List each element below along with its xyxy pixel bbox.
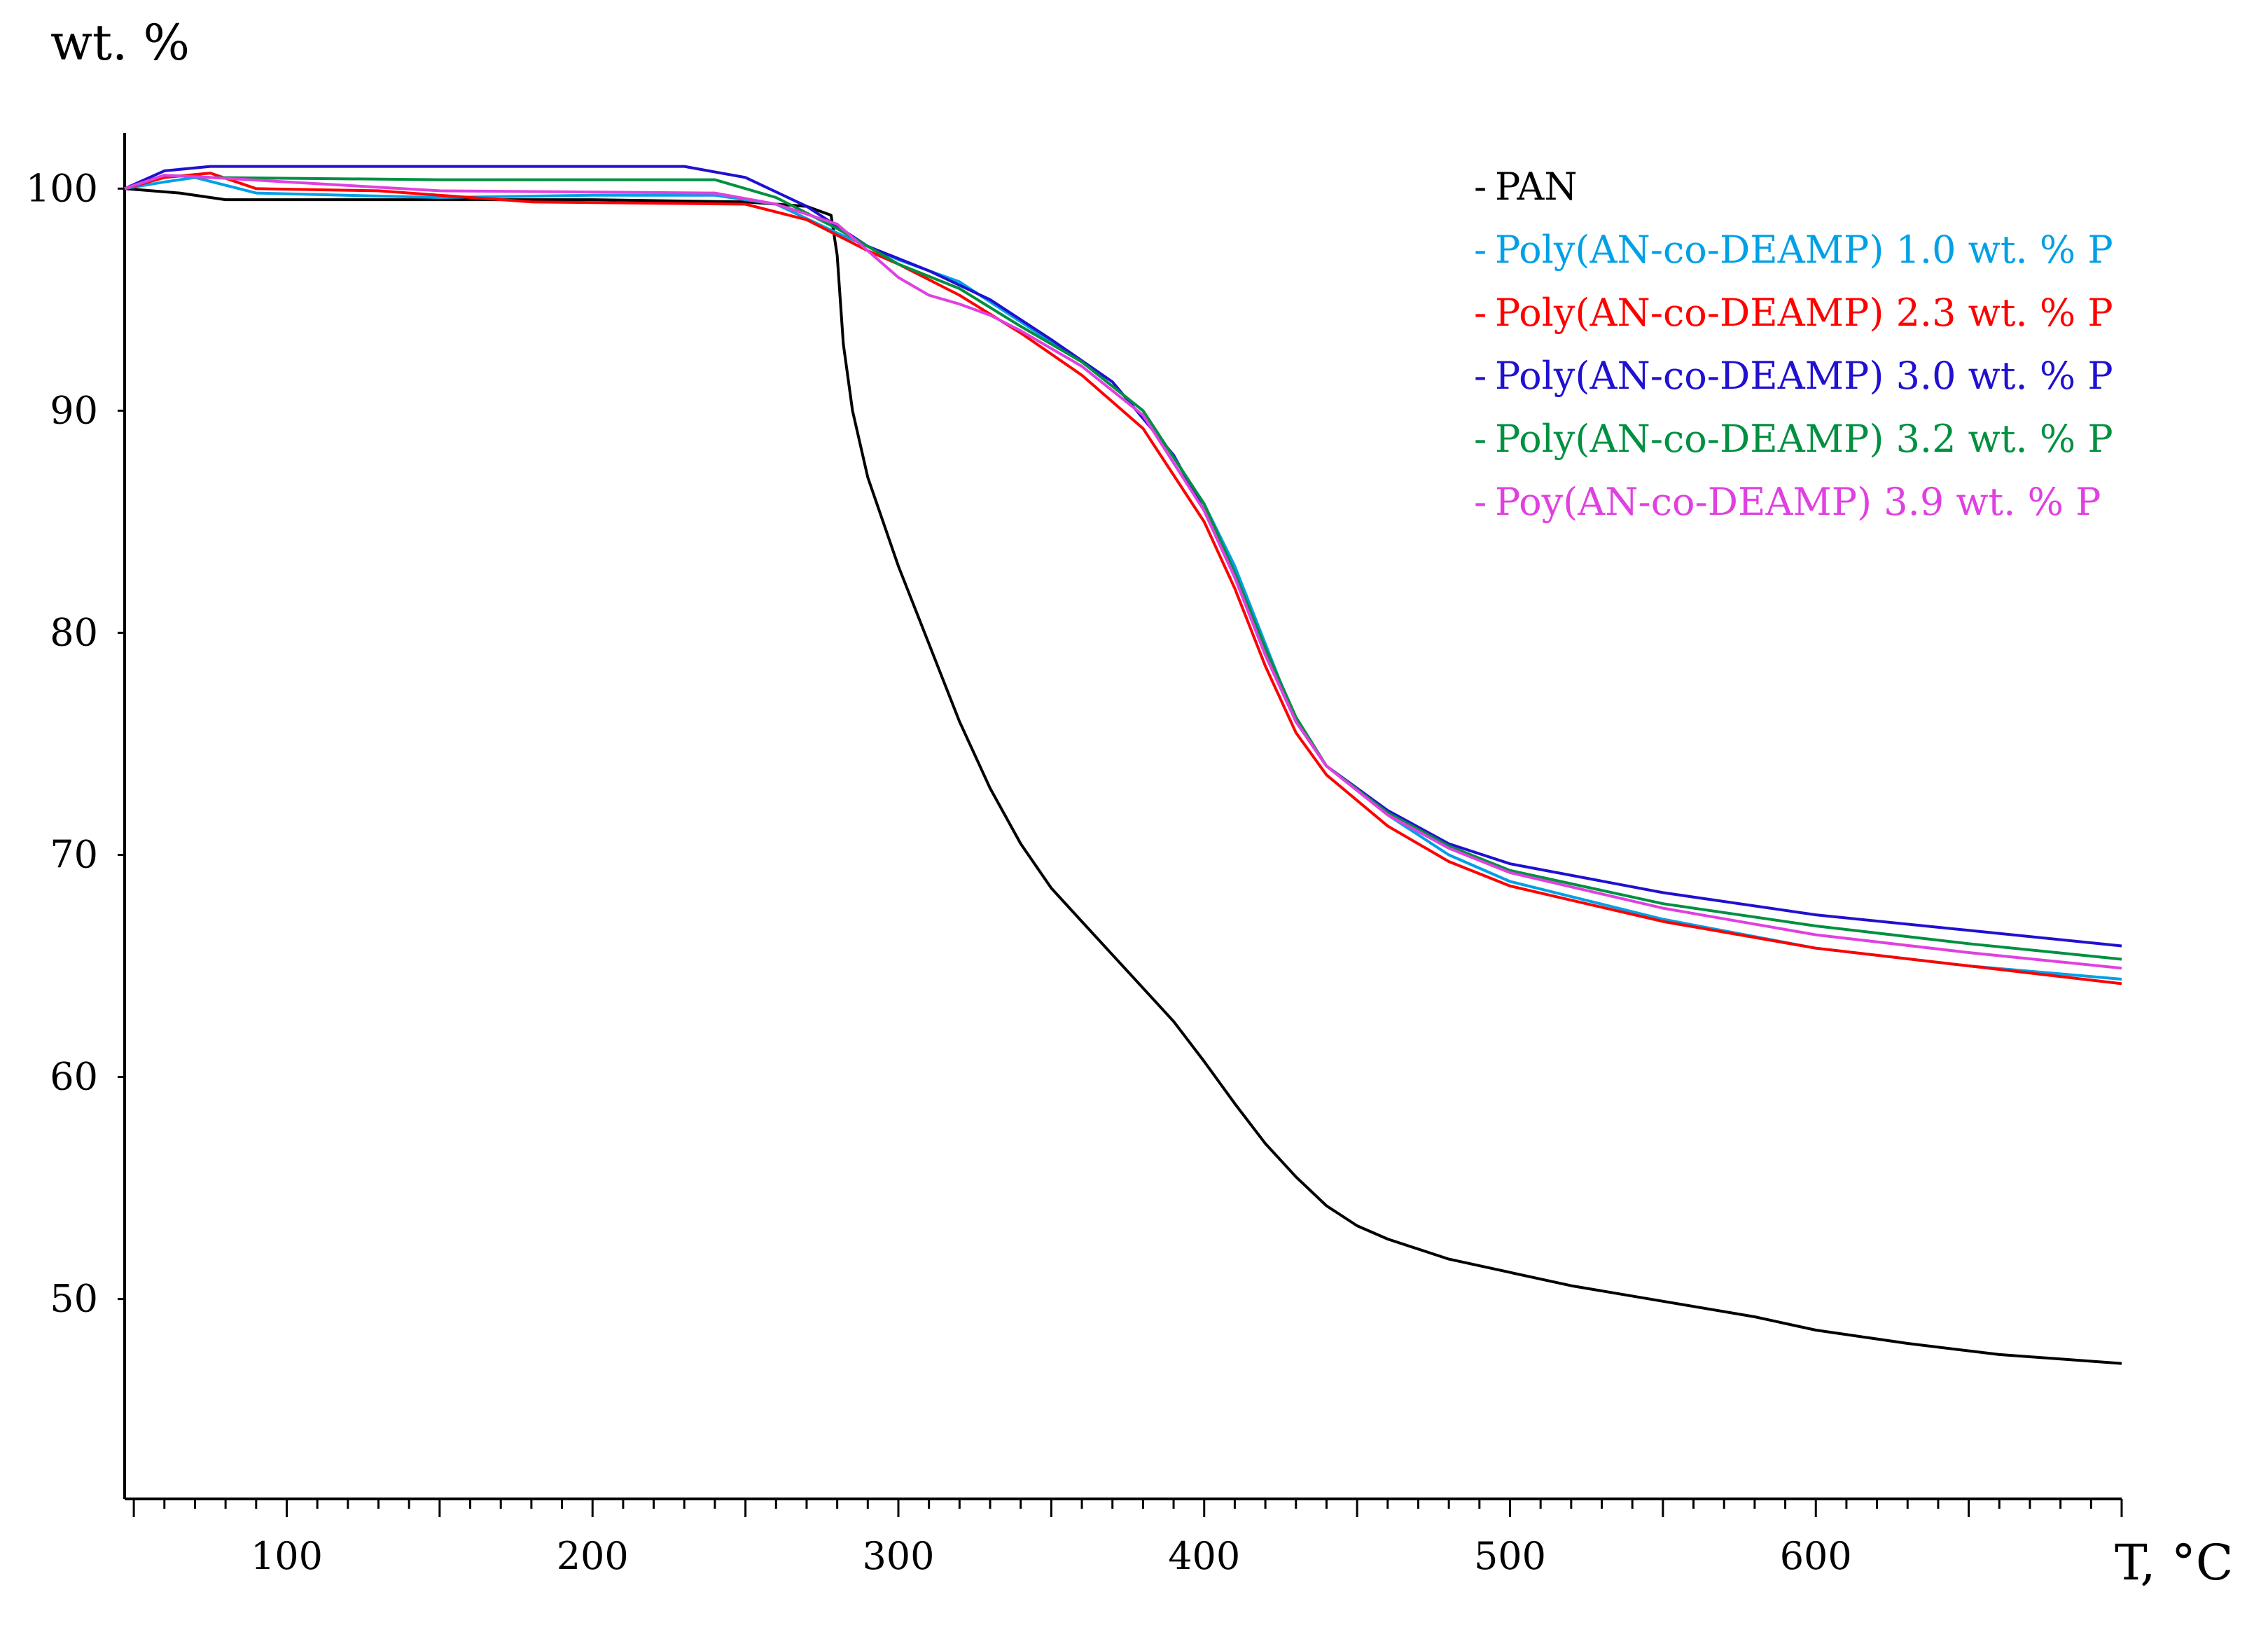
y-tick-label: 50 xyxy=(50,1277,98,1321)
legend-marker: - xyxy=(1474,480,1487,524)
legend-marker: - xyxy=(1474,228,1487,272)
y-tick-label: 90 xyxy=(50,388,98,432)
legend-entry: Poly(AN-co-DEAMP) 3.0 wt. % P xyxy=(1495,354,2113,398)
axes xyxy=(123,133,2122,1500)
legend-entry: Poly(AN-co-DEAMP) 2.3 wt. % P xyxy=(1495,291,2113,335)
legend-entry: Poy(AN-co-DEAMP) 3.9 wt. % P xyxy=(1495,480,2101,524)
series-line-3 xyxy=(124,165,2122,948)
legend-entry: PAN xyxy=(1495,165,1578,209)
legend-marker: - xyxy=(1474,417,1487,461)
x-tick-label: 100 xyxy=(251,1534,323,1578)
x-tick-label: 400 xyxy=(1168,1534,1240,1578)
legend-entry: Poly(AN-co-DEAMP) 3.2 wt. % P xyxy=(1495,417,2113,461)
series-layer xyxy=(124,165,2122,1365)
x-tick-label: 300 xyxy=(862,1534,934,1578)
series-line-4 xyxy=(124,174,2122,961)
legend-marker: - xyxy=(1474,291,1487,335)
y-ticks: 100 90 80 70 60 50 xyxy=(26,166,125,1321)
y-axis-label: wt. % xyxy=(50,14,190,71)
legend-marker: - xyxy=(1474,165,1487,209)
series-line-5 xyxy=(124,174,2122,970)
x-ticks: 100 200 300 400 500 600 xyxy=(132,1499,2123,1578)
x-tick-label: 600 xyxy=(1780,1534,1852,1578)
legend-marker: - xyxy=(1474,354,1487,398)
series-line-2 xyxy=(124,172,2122,986)
y-tick-label: 60 xyxy=(50,1055,98,1099)
y-tick-label: 80 xyxy=(50,610,98,654)
legend: - PAN- Poly(AN-co-DEAMP) 1.0 wt. % P- Poly(… xyxy=(1474,165,2113,524)
x-axis-label: T, °C xyxy=(2115,1534,2233,1591)
x-tick-label: 200 xyxy=(557,1534,629,1578)
x-tick-label: 500 xyxy=(1474,1534,1546,1578)
y-tick-label: 100 xyxy=(26,166,98,210)
y-tick-label: 70 xyxy=(50,832,98,876)
legend-entry: Poly(AN-co-DEAMP) 1.0 wt. % P xyxy=(1495,228,2113,272)
